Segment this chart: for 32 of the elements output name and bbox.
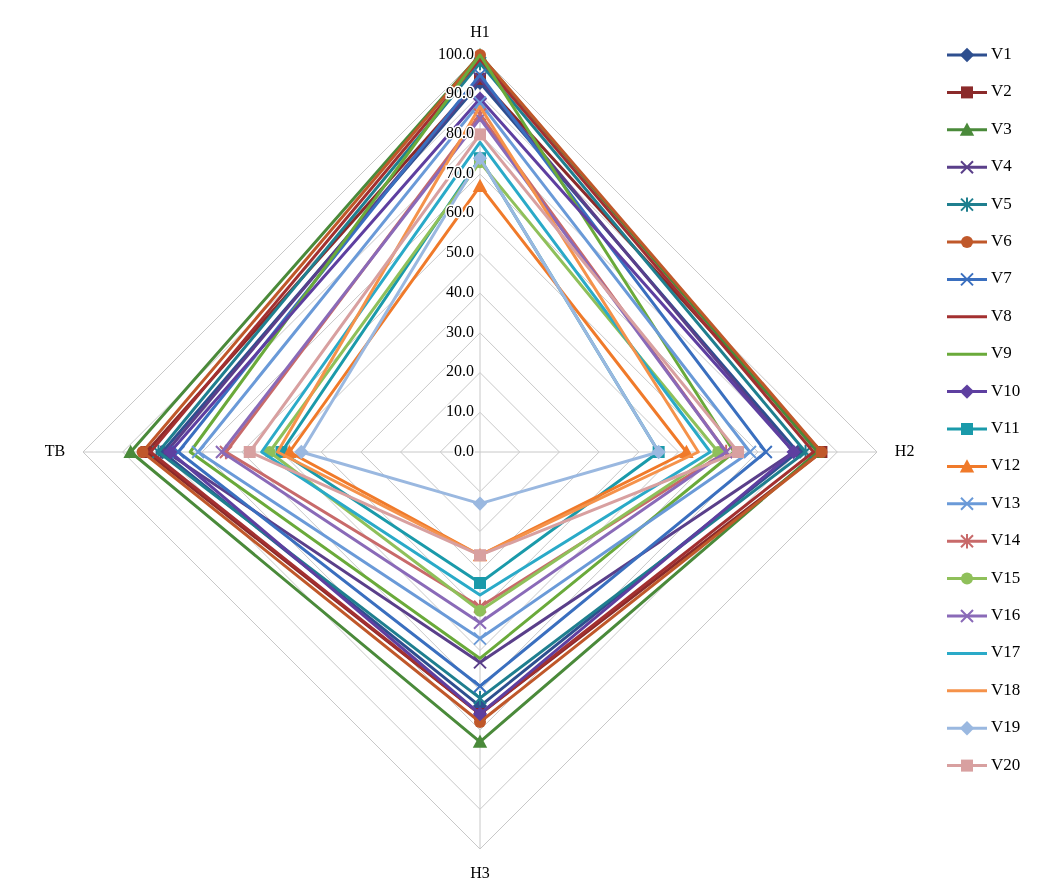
legend-label: V17 <box>991 642 1021 662</box>
legend-label: V13 <box>991 492 1021 512</box>
legend-label: V6 <box>991 230 1012 250</box>
legend-label: V5 <box>991 193 1012 213</box>
y-tick-label: 90.0 <box>446 84 474 102</box>
legend-label: V16 <box>991 604 1021 624</box>
legend-label: V18 <box>991 679 1021 699</box>
spoke-label: TB <box>44 441 66 459</box>
legend-label: V12 <box>991 455 1021 475</box>
legend-label: V3 <box>991 118 1012 138</box>
y-tick-label: 50.0 <box>446 243 474 261</box>
legend-label: V8 <box>991 305 1012 325</box>
spoke-label: H1 <box>470 23 490 41</box>
legend-label: V9 <box>991 343 1012 363</box>
legend-label: V1 <box>991 43 1012 63</box>
legend-label: V2 <box>991 81 1012 101</box>
legend-label: V11 <box>991 417 1020 437</box>
spoke-label: H3 <box>470 864 490 882</box>
y-tick-label: 0.0 <box>454 441 474 459</box>
legend-label: V19 <box>991 717 1021 737</box>
y-tick-label: 30.0 <box>446 322 474 340</box>
legend-label: V7 <box>991 268 1013 288</box>
legend-label: V15 <box>991 567 1021 587</box>
y-tick-label: 100.0 <box>438 44 474 62</box>
y-tick-label: 10.0 <box>446 401 474 419</box>
spoke-label: H2 <box>894 441 915 459</box>
legend-label: V20 <box>991 754 1021 774</box>
legend-label: V4 <box>991 156 1013 176</box>
y-tick-label: 20.0 <box>446 362 474 380</box>
y-tick-label: 40.0 <box>446 282 474 300</box>
legend-label: V14 <box>991 530 1021 550</box>
legend-label: V10 <box>991 380 1021 400</box>
